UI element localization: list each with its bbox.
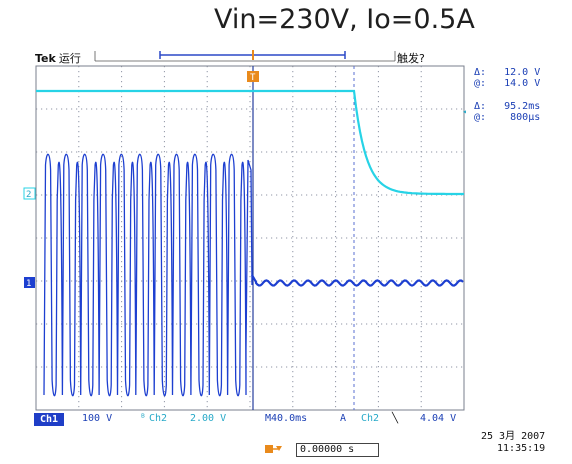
brand-label: Tek [35,52,56,65]
cursor-arrow-icon: ◂ [462,107,467,116]
trigger-source-label: A [340,413,347,424]
ch2-waveform [36,89,464,196]
ch1-dc-waveform [251,274,464,287]
delta-t-value: 95.2ms [504,101,541,112]
trigger-state: 触发? [397,52,425,65]
trigger-pos-icon [265,445,282,453]
cursor-readout: Δ: 12.0 V @: 14.0 V Δ: 95.2ms @: 800µs [474,67,540,123]
date: 25 3月 2007 [481,431,546,442]
plot-title: Vin=230V, Io=0.5A [214,4,475,35]
delta-v-label: Δ: [474,67,487,78]
trigger-marker[interactable]: T [247,71,259,83]
ch2-marker[interactable]: 2 [23,187,36,200]
run-state: 运行 [58,52,81,65]
trigger-marker-text: T [250,73,256,83]
datetime: 25 3月 2007 11:35:19 [481,431,545,455]
time: 11:35:19 [497,443,546,454]
record-bar [94,50,396,62]
svg-text:2: 2 [26,190,31,200]
trigger-source[interactable]: Ch2 [361,413,380,424]
ch2-scale[interactable]: 2.00 V [190,413,227,424]
delta-t-label: Δ: [474,101,487,112]
ch1-marker[interactable]: 1 [24,277,35,289]
at-t-value: 800µs [510,112,541,123]
at-v-value: 14.0 V [504,78,541,89]
ch1-scale[interactable]: 100 V [82,413,113,424]
ch1-label[interactable]: Ch1 [34,413,64,426]
graticule-border [35,65,465,411]
header-brand: Tek 运行 [35,50,81,66]
trigger-level[interactable]: 4.04 V [420,413,457,424]
at-v-label: @: [474,78,487,89]
ch1-waveform [43,153,253,397]
falling-edge-icon[interactable]: ╲ [392,413,399,424]
svg-text:1: 1 [26,279,31,289]
delta-v-value: 12.0 V [504,67,541,78]
trigger-position-readout[interactable]: 0.00000 s [296,443,379,457]
at-t-label: @: [474,112,487,123]
ch2-label[interactable]: Ch2 [149,413,168,424]
ch2-bw-icon: ᴮ [140,413,147,424]
timebase[interactable]: M40.0ms [265,413,308,424]
